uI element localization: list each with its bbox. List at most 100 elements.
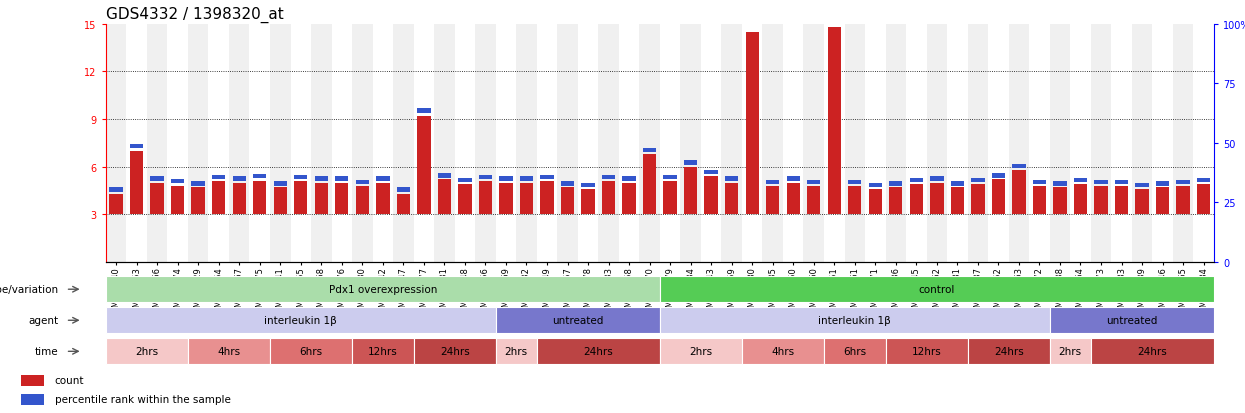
Bar	[171, 179, 184, 184]
Bar	[664, 176, 677, 180]
Bar	[1053, 182, 1067, 186]
Bar	[869, 183, 881, 188]
Bar	[106, 277, 660, 302]
Bar	[848, 180, 862, 185]
Text: 6hrs: 6hrs	[300, 347, 322, 356]
Bar	[167, 25, 188, 262]
Bar	[1091, 339, 1214, 364]
Text: 2hrs: 2hrs	[136, 347, 158, 356]
Bar	[438, 174, 451, 178]
Bar	[212, 182, 225, 215]
Bar	[967, 339, 1050, 364]
Text: 24hrs: 24hrs	[994, 347, 1023, 356]
Bar	[622, 183, 636, 215]
Bar	[967, 25, 989, 262]
Bar	[413, 25, 435, 262]
Bar	[787, 183, 799, 215]
Bar	[171, 186, 184, 215]
Bar	[992, 174, 1005, 178]
Bar	[253, 182, 266, 215]
Bar	[828, 16, 840, 21]
Bar	[1153, 25, 1173, 262]
Bar	[496, 308, 660, 333]
Bar	[660, 25, 680, 262]
Text: 6hrs: 6hrs	[843, 347, 867, 356]
Bar	[742, 25, 762, 262]
Bar	[599, 25, 619, 262]
Bar	[1155, 188, 1169, 215]
Text: Pdx1 overexpression: Pdx1 overexpression	[329, 285, 437, 294]
Bar	[188, 339, 270, 364]
Bar	[824, 339, 885, 364]
Bar	[356, 180, 369, 185]
Bar	[725, 177, 738, 181]
Bar	[1094, 180, 1108, 185]
Bar	[397, 194, 410, 215]
Bar	[885, 339, 967, 364]
Bar	[1050, 25, 1071, 262]
Bar	[1194, 25, 1214, 262]
Bar	[1114, 180, 1128, 185]
Bar	[1012, 171, 1026, 215]
Bar	[1012, 164, 1026, 169]
Bar	[352, 339, 413, 364]
Bar	[270, 25, 290, 262]
Bar	[315, 177, 327, 181]
Bar	[458, 185, 472, 215]
Bar	[640, 25, 660, 262]
Bar	[560, 182, 574, 186]
Bar	[889, 188, 903, 215]
Bar	[335, 177, 349, 181]
Bar	[951, 182, 964, 186]
Bar	[622, 177, 636, 181]
Bar	[1155, 182, 1169, 186]
Bar	[110, 188, 123, 192]
Bar	[1135, 190, 1149, 215]
Bar	[989, 25, 1008, 262]
Text: control: control	[919, 285, 955, 294]
Text: time: time	[35, 347, 59, 356]
Bar	[807, 180, 820, 185]
Bar	[499, 183, 513, 215]
Bar	[106, 339, 188, 364]
Bar	[746, 21, 759, 26]
Bar	[129, 152, 143, 215]
Bar	[1132, 25, 1153, 262]
Bar	[865, 25, 885, 262]
Bar	[520, 183, 533, 215]
Bar	[393, 25, 413, 262]
Bar	[458, 178, 472, 183]
Bar	[499, 177, 513, 181]
Bar	[188, 25, 208, 262]
Bar	[660, 339, 742, 364]
Bar	[971, 178, 985, 183]
Bar	[1071, 25, 1091, 262]
Bar	[294, 176, 308, 180]
Bar	[783, 25, 803, 262]
Bar	[294, 182, 308, 215]
Bar	[1033, 186, 1046, 215]
Bar	[642, 154, 656, 215]
Bar	[335, 183, 349, 215]
Text: 24hrs: 24hrs	[584, 347, 614, 356]
Bar	[106, 308, 496, 333]
Text: 2hrs: 2hrs	[504, 347, 528, 356]
Bar	[885, 25, 906, 262]
Bar	[848, 186, 862, 215]
Bar	[192, 188, 205, 215]
Bar	[951, 188, 964, 215]
Bar	[413, 339, 496, 364]
Bar	[1033, 180, 1046, 185]
Bar	[1173, 25, 1194, 262]
Bar	[971, 185, 985, 215]
Bar	[787, 177, 799, 181]
Bar	[233, 183, 245, 215]
Bar	[208, 25, 229, 262]
Bar	[372, 25, 393, 262]
Bar	[253, 175, 266, 179]
Bar	[828, 28, 840, 215]
Bar	[479, 176, 492, 180]
Bar	[660, 308, 1050, 333]
Bar	[151, 183, 164, 215]
Bar	[742, 339, 824, 364]
